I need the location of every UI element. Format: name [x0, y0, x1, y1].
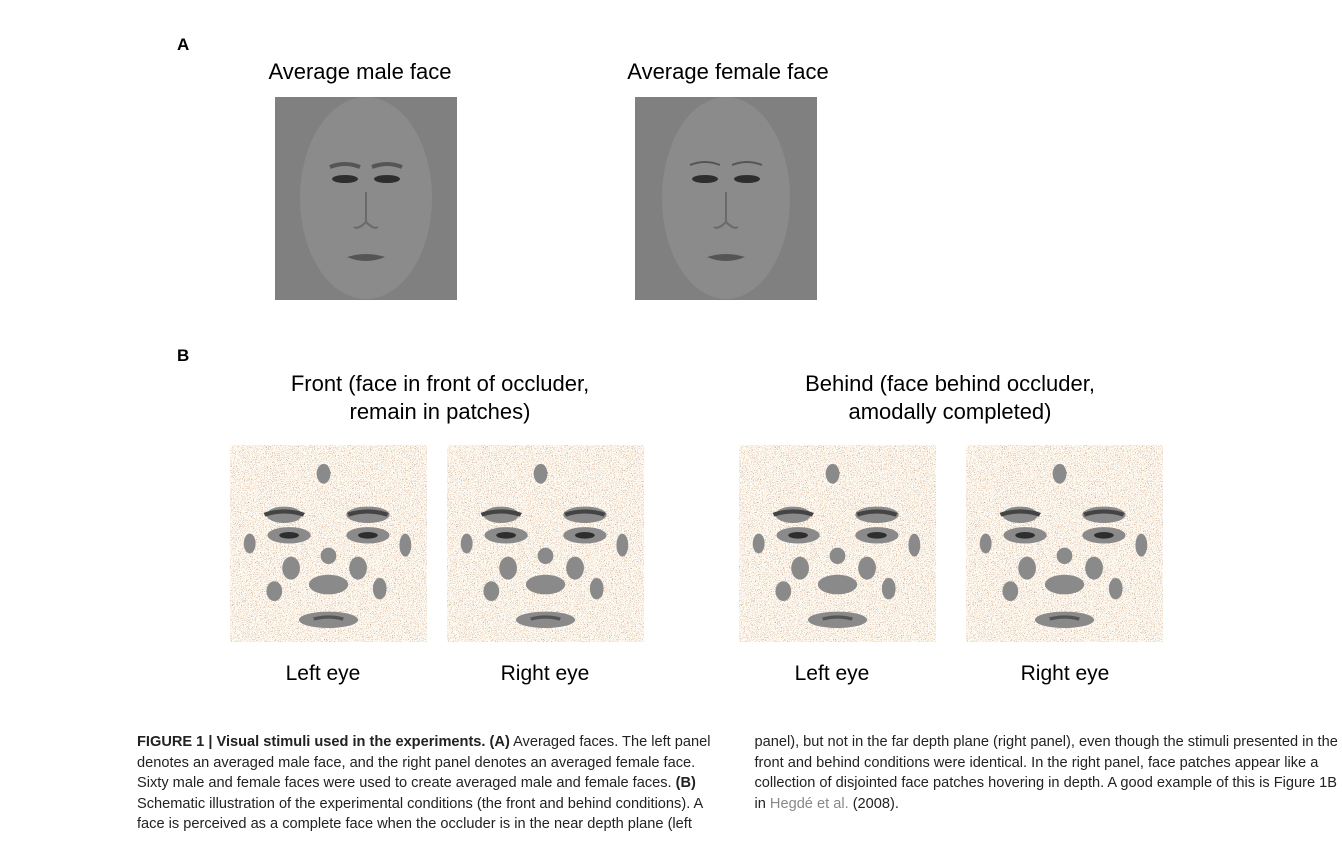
group-title: Behind (face behind occluder, amodally c…	[750, 370, 1150, 426]
face-drawing	[739, 445, 936, 642]
eye-label: Left eye	[732, 662, 932, 686]
caption-label: (B)	[676, 775, 696, 791]
panel-label: B	[177, 346, 189, 366]
face-image	[635, 97, 817, 305]
title-line: Front (face in front of occluder,	[240, 370, 640, 398]
face-drawing	[447, 445, 644, 642]
group-title: Front (face in front of occluder, remain…	[240, 370, 640, 426]
title-line: remain in patches)	[240, 398, 640, 426]
face-drawing	[635, 97, 817, 300]
title-line: Behind (face behind occluder,	[750, 370, 1150, 398]
panel-label: A	[177, 35, 189, 55]
stimulus-image	[230, 445, 427, 647]
image-title: Average male face	[160, 58, 560, 86]
stimulus-image	[447, 445, 644, 647]
eye-label: Right eye	[445, 662, 645, 686]
face-drawing	[230, 445, 427, 642]
citation-link[interactable]: Hegdé et al.	[770, 796, 849, 812]
face-drawing	[275, 97, 457, 300]
face-drawing	[966, 445, 1163, 642]
stimulus-image	[739, 445, 936, 647]
face-image	[275, 97, 457, 305]
caption-label: (A)	[490, 734, 510, 750]
caption-text: (2008).	[853, 796, 899, 812]
page: A Average male face Average female face …	[0, 0, 1342, 853]
eye-label: Left eye	[223, 662, 423, 686]
title-line: amodally completed)	[750, 398, 1150, 426]
caption-title: FIGURE 1 | Visual stimuli used in the ex…	[137, 734, 485, 750]
stimulus-image	[966, 445, 1163, 647]
caption: FIGURE 1 | Visual stimuli used in the ex…	[137, 732, 1340, 835]
image-title: Average female face	[528, 58, 928, 86]
eye-label: Right eye	[965, 662, 1165, 686]
